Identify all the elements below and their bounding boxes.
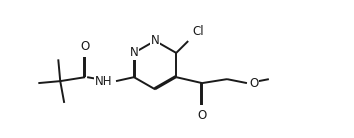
Text: O: O — [198, 109, 207, 122]
Text: N: N — [130, 46, 138, 59]
Text: N: N — [151, 34, 159, 47]
Text: O: O — [80, 40, 90, 53]
Text: Cl: Cl — [192, 25, 204, 38]
Text: O: O — [249, 77, 258, 90]
Text: NH: NH — [95, 75, 112, 88]
